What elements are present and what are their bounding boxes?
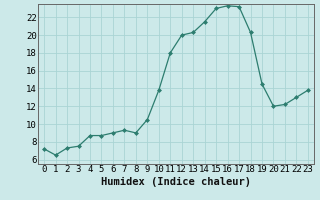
X-axis label: Humidex (Indice chaleur): Humidex (Indice chaleur) <box>101 177 251 187</box>
